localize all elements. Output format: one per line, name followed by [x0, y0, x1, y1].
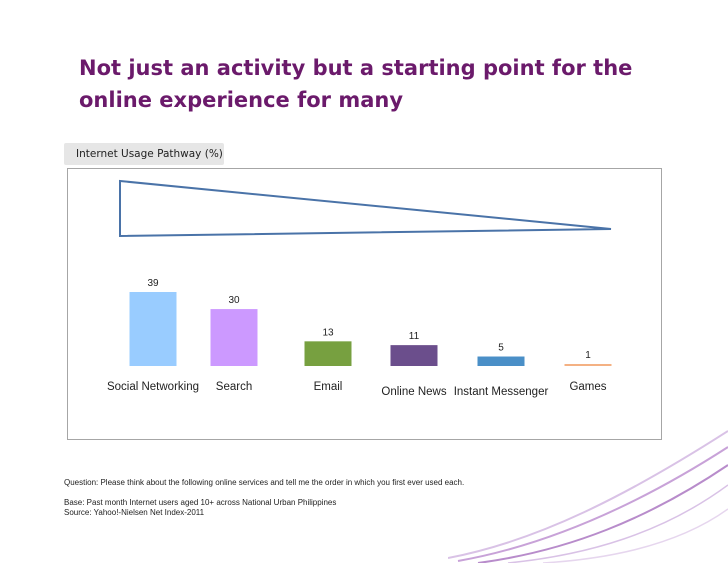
bars-group: 39 Social Networking 30 Search 13 Email 11 Onli…: [107, 278, 612, 398]
category-label: Search: [216, 381, 252, 393]
value-label: 5: [498, 343, 504, 354]
category-label: Games: [569, 381, 606, 393]
source-note: Source: Yahoo!-Nielsen Net Index-2011: [64, 508, 205, 517]
value-label: 30: [228, 295, 240, 306]
category-label: Email: [314, 381, 343, 393]
value-label: 13: [322, 327, 334, 338]
bar-social-networking: [129, 292, 177, 366]
bar-chart: 39 Social Networking 30 Search 13 Email 11 Onli…: [107, 179, 612, 398]
bar-search: [210, 309, 258, 366]
category-label: Online News: [381, 386, 446, 398]
value-label: 1: [585, 350, 591, 361]
bar-email: [304, 341, 352, 366]
slide-title: Not just an activity but a starting poin…: [79, 56, 633, 112]
pathway-funnel: [119, 179, 612, 238]
bar-instant-messenger: [477, 356, 525, 366]
bar-online-news: [390, 345, 438, 366]
footnotes: Question: Please think about the followi…: [64, 478, 624, 518]
bar-games: [564, 364, 612, 366]
category-label: Social Networking: [107, 381, 199, 393]
question-note: Question: Please think about the followi…: [64, 478, 465, 487]
category-label: Instant Messenger: [454, 386, 549, 398]
chart-tab-label: Internet Usage Pathway (%): [64, 143, 224, 165]
value-label: 11: [409, 331, 420, 342]
base-note: Base: Past month Internet users aged 10+…: [64, 498, 337, 507]
chart-area: 39 Social Networking 30 Search 13 Email 11 Onli…: [67, 168, 662, 440]
decorative-swirl: [448, 430, 728, 563]
value-label: 39: [147, 278, 159, 289]
